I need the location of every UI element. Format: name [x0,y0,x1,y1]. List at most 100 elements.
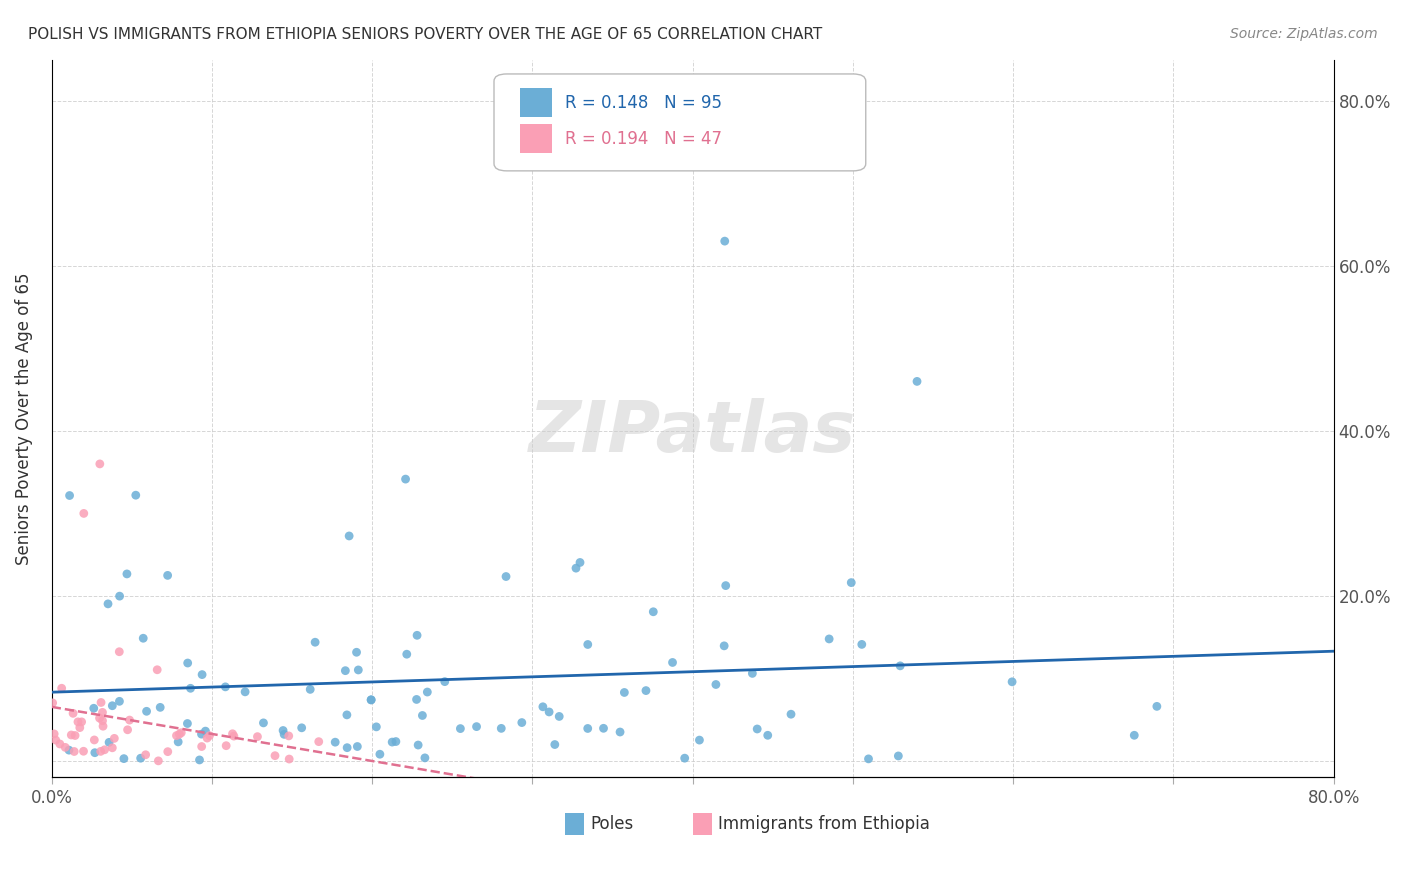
Point [368,747,391,762]
Point [576,722,599,736]
Point [45,733,67,747]
Point [465,720,488,734]
Point [360,693,382,707]
Point [101,698,124,713]
Point [246,730,269,744]
Point [214,680,236,694]
Point [156,568,179,582]
Point [780,707,803,722]
Point [51,681,73,696]
Point [673,751,696,765]
Point [889,658,911,673]
Point [91,719,114,733]
Point [851,637,873,651]
Point [198,729,221,743]
Point [713,639,735,653]
Point [741,666,763,681]
Point [125,488,148,502]
Point [360,692,382,706]
Point [433,674,456,689]
Point [592,721,614,735]
Point [273,727,295,741]
Point [406,628,429,642]
Point [264,748,287,763]
Point [395,647,418,661]
Point [887,748,910,763]
Point [167,735,190,749]
Point [277,729,299,743]
Point [381,735,404,749]
Point [337,529,360,543]
Point [89,457,111,471]
Point [58,743,80,757]
Point [495,569,517,583]
Point [905,375,928,389]
Point [91,714,114,728]
Point [335,664,357,678]
Point [66,714,89,729]
Point [323,735,346,749]
Point [148,754,170,768]
Point [394,472,416,486]
Point [1146,699,1168,714]
Point [135,704,157,718]
Point [108,589,131,603]
Point [565,561,588,575]
Point [1001,674,1024,689]
Point [63,729,86,743]
Point [97,597,120,611]
Point [156,745,179,759]
Point [308,734,330,748]
Point [60,728,83,742]
Text: Immigrants from Ethiopia: Immigrants from Ethiopia [718,815,931,833]
Point [72,744,94,758]
Point [569,556,592,570]
Point [195,731,218,745]
Point [544,738,567,752]
Point [83,733,105,747]
Point [688,733,710,747]
Point [510,715,533,730]
Bar [564,814,583,835]
Point [180,681,202,696]
Point [166,729,188,743]
Point [83,701,105,715]
Point [491,722,513,736]
Point [713,234,735,248]
Point [62,706,84,721]
Point [112,751,135,765]
Point [41,696,63,710]
Point [576,638,599,652]
Point [366,720,388,734]
Point [661,656,683,670]
Point [609,725,631,739]
Text: ZIPatlas: ZIPatlas [529,399,856,467]
Point [73,507,96,521]
Point [756,728,779,742]
Point [416,685,439,699]
Text: R = 0.148   N = 95: R = 0.148 N = 95 [564,94,721,112]
Text: POLISH VS IMMIGRANTS FROM ETHIOPIA SENIORS POVERTY OVER THE AGE OF 65 CORRELATIO: POLISH VS IMMIGRANTS FROM ETHIOPIA SENIO… [28,27,823,42]
Point [98,735,121,749]
Point [1123,728,1146,742]
Point [839,575,862,590]
Text: R = 0.194   N = 47: R = 0.194 N = 47 [564,129,721,147]
Point [135,747,157,762]
Point [336,707,359,722]
Point [278,752,301,766]
Point [132,632,155,646]
Text: Poles: Poles [591,815,633,833]
Point [103,731,125,746]
Point [449,722,471,736]
Point [411,708,433,723]
Point [108,645,131,659]
Point [176,716,198,731]
Point [271,723,294,738]
Point [252,715,274,730]
Point [747,722,769,736]
Bar [520,124,551,153]
Point [221,727,243,741]
Point [190,727,212,741]
Point [170,725,193,739]
Point [215,739,238,753]
